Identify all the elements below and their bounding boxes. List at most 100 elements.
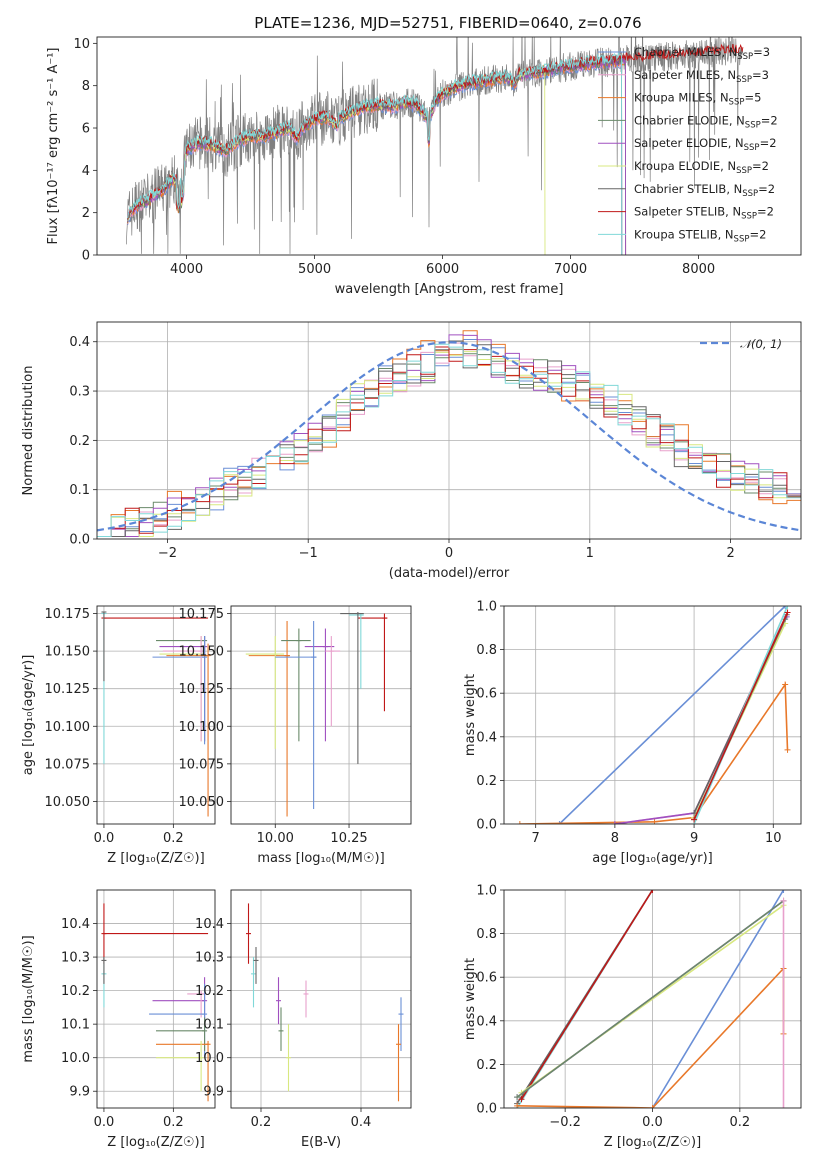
series-chabrier_miles xyxy=(651,890,785,1108)
y-tick-label: 10.2 xyxy=(195,984,224,999)
x-tick-label: 2 xyxy=(726,546,734,561)
y-tick-label: 0.8 xyxy=(476,643,497,658)
marker-kroupa_miles xyxy=(784,746,791,753)
model-chabrier_elodie xyxy=(127,57,627,255)
y-tick-label: 10.100 xyxy=(179,720,225,735)
y-tick-label: 10.0 xyxy=(195,1051,224,1066)
marker-chabrier_miles xyxy=(556,821,563,824)
x-tick-label: 6000 xyxy=(426,262,459,277)
y-tick-label: 0.4 xyxy=(476,730,497,745)
y-tick-label: 10.150 xyxy=(179,645,225,660)
x-tick-label: 7 xyxy=(532,831,540,846)
model-chabrier_stelib xyxy=(127,54,623,255)
x-tick-label: 10.00 xyxy=(257,831,294,846)
marker-chabrier_miles xyxy=(782,606,789,609)
legend-entry: Kroupa MILES, NSSP=5 xyxy=(634,91,761,108)
y-tick-label: 10.175 xyxy=(45,607,91,622)
marker-chabrier_stelib xyxy=(691,810,698,817)
legend-entry: Kroupa ELODIE, NSSP=2 xyxy=(634,159,769,176)
y-tick-label: 10.100 xyxy=(45,720,91,735)
x-tick-label: 8000 xyxy=(682,262,715,277)
y-tick-label: 10.150 xyxy=(45,645,91,660)
y-tick-label: 10.075 xyxy=(45,757,91,772)
plot-area xyxy=(231,890,411,1108)
y-tick-label: 0.6 xyxy=(476,971,497,986)
legend-entry: Salpeter MILES, NSSP=3 xyxy=(634,68,769,85)
y-tick-label: 10.3 xyxy=(195,951,224,966)
y-tick-label: 10.050 xyxy=(179,795,225,810)
y-tick-label: 10.2 xyxy=(61,984,90,999)
x-tick-label: 10 xyxy=(765,831,782,846)
panel-mass-vs-Z: 0.0 0.2 9.9 10.0 10.1 10.2 10.3 10.4 Z [log₁₀(Z/… xyxy=(21,889,216,1150)
y-tick-label: 0.0 xyxy=(476,818,497,833)
legend: Chabrier MILES, NSSP=3 Salpeter MILES, NS… xyxy=(598,45,778,244)
x-tick-label: 0.4 xyxy=(351,1115,372,1130)
histogram-chabrier_stelib xyxy=(97,340,801,537)
series-salpeter_stelib xyxy=(693,612,789,820)
panel-residual-histogram: −2 −1 0 1 2 0.0 0.1 0.2 0.3 0.4 (data-model)/error… xyxy=(21,321,802,581)
y-tick-label: 1.0 xyxy=(476,600,497,615)
x-axis-label: E(B-V) xyxy=(301,1135,341,1150)
plot-area xyxy=(97,890,215,1108)
y-tick-label: 4 xyxy=(82,164,90,179)
plot-area xyxy=(126,37,744,255)
y-tick-label: 10.3 xyxy=(61,951,90,966)
legend: 𝒩(0, 1) xyxy=(700,337,782,351)
marker-kroupa_miles xyxy=(782,681,789,688)
y-axis-label: mass weight xyxy=(463,674,478,756)
histogram-kroupa_stelib xyxy=(97,343,801,537)
x-tick-label: 8 xyxy=(611,831,619,846)
axes-frame xyxy=(96,36,802,256)
y-axis-label: age [log₁₀(age/yr)] xyxy=(21,655,36,776)
plot-area xyxy=(97,606,215,824)
marker-kroupa_miles xyxy=(649,1105,656,1108)
y-tick-label: 10.175 xyxy=(179,607,225,622)
x-axis-label: Z [log₁₀(Z/Z☉)] xyxy=(107,851,204,866)
x-tick-label: −1 xyxy=(299,546,318,561)
y-tick-label: 10.4 xyxy=(61,917,90,932)
panel-mass-weight-vs-age: 7 8 9 10 0.0 0.2 0.4 0.6 0.8 1.0 age [log₁₀(age/yr… xyxy=(463,600,802,866)
y-tick-label: 0.8 xyxy=(476,927,497,942)
marker-salpeter_stelib xyxy=(784,609,791,616)
marker-chabrier_miles xyxy=(780,890,787,893)
y-tick-label: 0.2 xyxy=(476,1058,497,1073)
x-axis-label: wavelength [Angstrom, rest frame] xyxy=(335,282,564,297)
y-axis-label: mass weight xyxy=(463,958,478,1040)
panel-mass-vs-EBV: 0.2 0.4 9.9 10.0 10.1 10.2 10.3 10.4 E(B-V) xyxy=(195,889,412,1150)
y-tick-label: 0.3 xyxy=(69,385,90,400)
x-tick-label: 0.0 xyxy=(94,831,115,846)
legend-entry: Salpeter ELODIE, NSSP=2 xyxy=(634,136,777,153)
marker-kroupa_miles xyxy=(516,821,523,824)
legend-entry: Chabrier STELIB, NSSP=2 xyxy=(634,182,775,199)
x-tick-label: 0 xyxy=(445,546,453,561)
plot-area xyxy=(231,606,411,824)
axes-frame xyxy=(503,889,802,1109)
y-axis-label: Flux [fλ10⁻¹⁷ erg cm⁻² s⁻¹ A⁻¹] xyxy=(46,48,61,245)
x-tick-label: 5000 xyxy=(298,262,331,277)
x-tick-label: 0.2 xyxy=(730,1115,751,1130)
legend-entry: Kroupa STELIB, NSSP=2 xyxy=(634,227,766,244)
panel-mass-weight-vs-Z: −0.2 0.0 0.2 0.0 0.2 0.4 0.6 0.8 1.0 Z [log₁₀(Z/Z… xyxy=(463,884,802,1150)
y-tick-label: 0.4 xyxy=(476,1014,497,1029)
y-tick-label: 0.4 xyxy=(69,335,90,350)
x-tick-label: 0.0 xyxy=(94,1115,115,1130)
series-chabrier_miles xyxy=(558,606,786,824)
marker-salpeter_miles xyxy=(780,897,787,904)
y-tick-label: 2 xyxy=(82,206,90,221)
y-tick-label: 8 xyxy=(82,79,90,94)
x-tick-label: −0.2 xyxy=(549,1115,581,1130)
plot-area xyxy=(504,890,801,1108)
y-tick-label: 10.125 xyxy=(179,682,225,697)
legend-entry: Chabrier MILES, NSSP=3 xyxy=(634,45,770,62)
model-kroupa_stelib xyxy=(127,51,623,255)
x-axis-label: age [log₁₀(age/yr)] xyxy=(592,851,713,866)
x-axis-label: mass [log₁₀(M/M☉)] xyxy=(257,851,384,866)
x-tick-label: 0.2 xyxy=(251,1115,272,1130)
y-tick-label: 10.1 xyxy=(195,1018,224,1033)
panel-age-vs-mass: 10.00 10.25 10.050 10.075 10.100 10.125 10.150… xyxy=(179,605,412,866)
y-tick-label: 10.1 xyxy=(61,1018,90,1033)
legend-entry: Chabrier ELODIE, NSSP=2 xyxy=(634,113,778,130)
x-tick-label: 10.25 xyxy=(330,831,367,846)
axes-frame xyxy=(230,889,412,1109)
